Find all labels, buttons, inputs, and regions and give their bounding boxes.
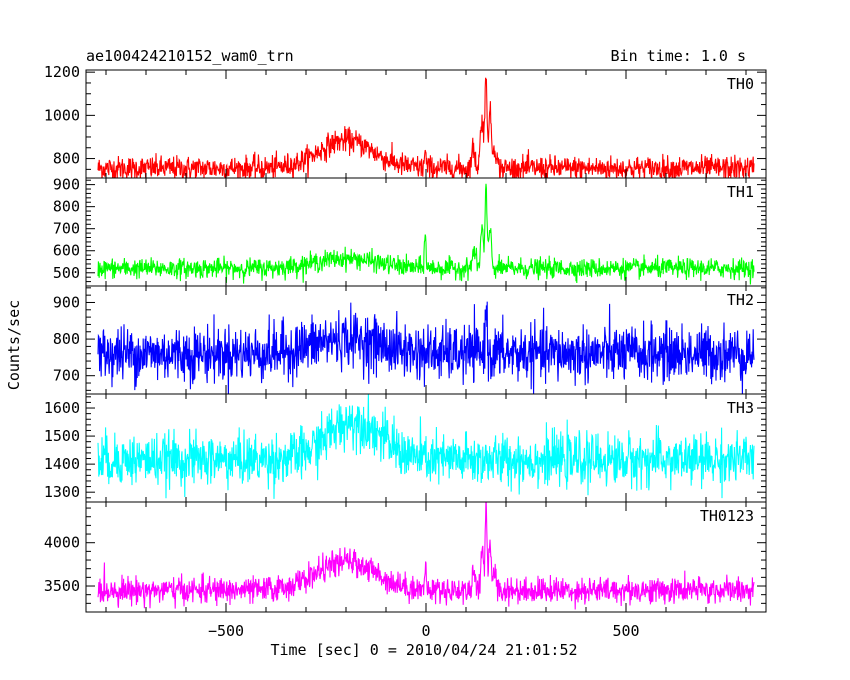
y-tick-label: 1300 [44,483,80,501]
panel-th2: 700 800 900 TH2 [53,285,767,395]
series-th3-line [97,394,755,499]
y-tick-label: 800 [53,330,80,348]
y-tick-label: 900 [53,293,80,311]
y-tick-label: 600 [53,242,80,260]
y-tick-label: 500 [53,264,80,282]
x-tick-label: 0 [421,622,430,640]
y-tick-label: 700 [53,220,80,238]
y-tick-label: 800 [53,150,80,168]
x-tick-label: −500 [208,622,244,640]
x-tick-labels: −500 0 500 [208,622,640,640]
series-th0-line [97,77,755,178]
x-axis-label: Time [sec] 0 = 2010/04/24 21:01:52 [270,641,577,659]
y-tick-label: 800 [53,198,80,216]
y-tick-label: 1400 [44,455,80,473]
x-tick-label: 500 [612,622,639,640]
panel-stack: 800 1000 1200 TH0 500 600 700 800 900 TH1 700 800 90… [44,63,767,613]
panel-label: TH2 [727,291,754,309]
panel-th0123: 3500 4000 TH0123 [44,501,767,613]
panel-label: TH0 [727,75,754,93]
y-tick-label: 3500 [44,577,80,595]
y-tick-label: 1600 [44,399,80,417]
y-tick-label: 1200 [44,63,80,81]
y-tick-label: 1500 [44,427,80,445]
y-tick-label: 700 [53,367,80,385]
series-th2-line [97,301,755,394]
y-tick-label: 1000 [44,106,80,124]
bin-time-label: Bin time: 1.0 s [611,47,746,65]
y-axis-label: Counts/sec [5,300,23,390]
observation-title: ae100424210152_wam0_trn [86,47,294,65]
panel-th1: 500 600 700 800 900 TH1 [53,176,767,287]
panel-label: TH3 [727,399,754,417]
panel-th3: 1300 1400 1500 1600 TH3 [44,393,767,503]
y-tick-label: 900 [53,176,80,194]
panel-th0: 800 1000 1200 TH0 [44,63,767,179]
y-tick-label: 4000 [44,534,80,552]
panel-label: TH1 [727,183,754,201]
panel-label: TH0123 [700,507,754,525]
series-th1-line [97,183,755,285]
series-th0123-line [97,502,755,610]
